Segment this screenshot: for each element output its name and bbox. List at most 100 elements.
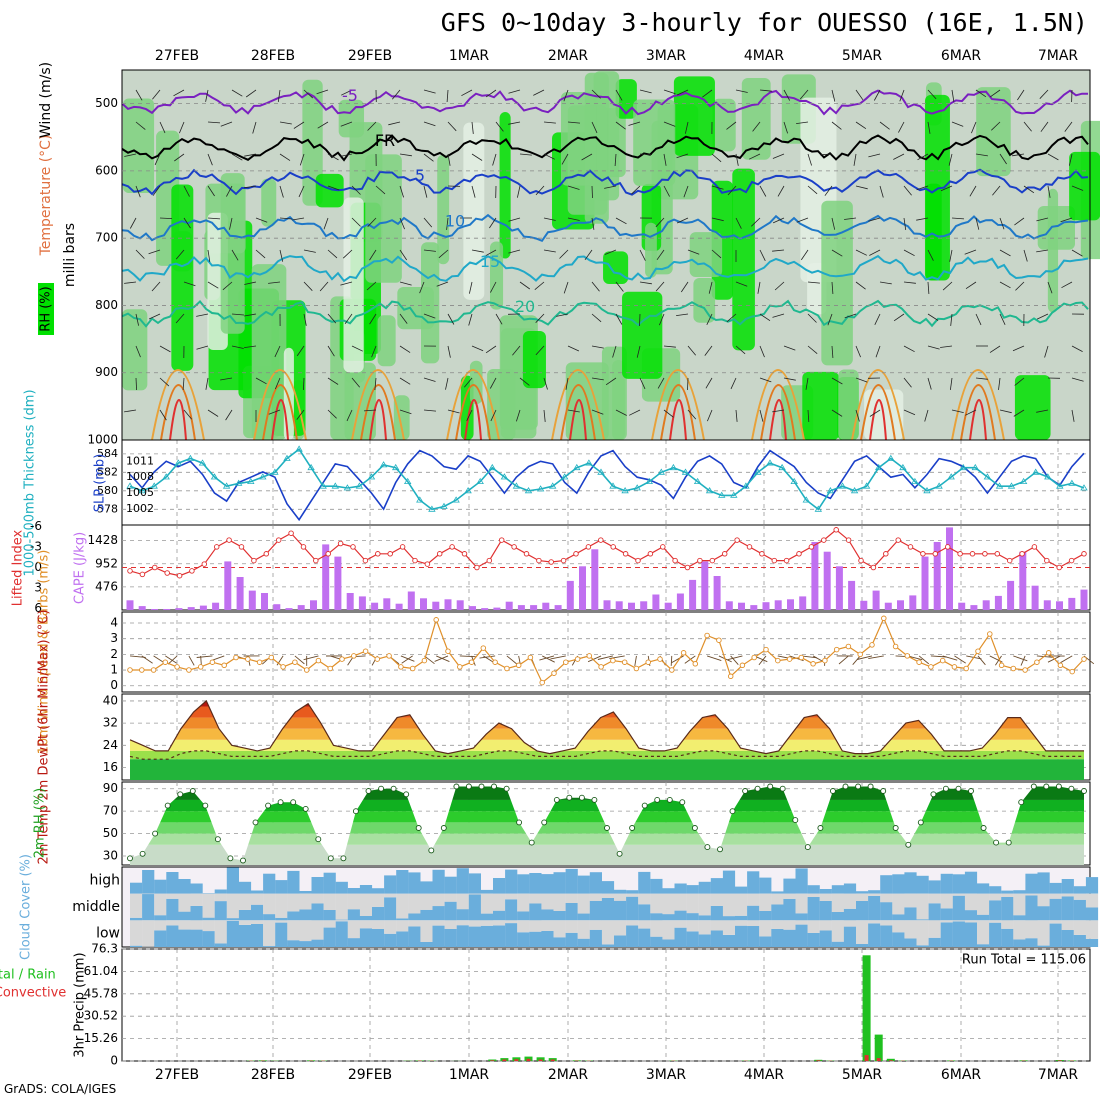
cape-bar xyxy=(371,602,379,610)
wind-speed-point xyxy=(186,667,192,673)
rh-region xyxy=(220,173,245,334)
wind-barb xyxy=(276,655,284,666)
wind-barb xyxy=(1071,185,1084,191)
lifted-index-point xyxy=(189,568,195,574)
rh-point xyxy=(403,791,410,798)
cloud-cover-block xyxy=(553,937,566,947)
wind-speed-point xyxy=(963,665,969,672)
cloud-cover-block xyxy=(202,917,215,921)
wind-barb xyxy=(1039,89,1049,99)
wind-barb xyxy=(1064,121,1073,132)
wind-barb xyxy=(655,281,665,292)
wind-speed-point xyxy=(904,653,911,659)
thickness-point xyxy=(790,477,798,484)
cape-bar xyxy=(640,601,648,610)
thickness-point xyxy=(331,482,340,489)
cloud-cover-block xyxy=(819,930,832,947)
wind-barb xyxy=(948,153,953,166)
cloud-cover-block xyxy=(686,931,699,947)
rh-point xyxy=(290,799,297,806)
wind-barb xyxy=(222,281,233,291)
cape-bar xyxy=(310,600,317,610)
cloud-cover-clear xyxy=(493,893,506,911)
thickness-point xyxy=(271,468,279,475)
wind-speed-point xyxy=(268,654,275,661)
cloud-cover-block xyxy=(541,874,554,894)
cape-bar xyxy=(823,551,831,610)
wind-barb xyxy=(303,655,319,661)
temp-contour-low xyxy=(569,399,587,441)
wind-barb xyxy=(244,281,257,285)
wind-barb xyxy=(927,313,939,321)
wind-barb xyxy=(1036,217,1049,222)
cape-bar xyxy=(236,577,244,610)
lifted-index-point xyxy=(263,551,270,557)
lifted-index-point xyxy=(449,544,455,550)
wind-barb xyxy=(605,377,617,386)
lifted-index-point xyxy=(1006,557,1013,564)
wind-barb xyxy=(1047,153,1059,161)
wind-barb xyxy=(226,185,233,197)
wind-barb xyxy=(991,121,1001,131)
cloud-cover-block xyxy=(795,924,808,947)
cloud-cover-block xyxy=(577,875,590,894)
cloud-cover-clear xyxy=(444,920,457,929)
temp-contour-low xyxy=(851,369,905,441)
cloud-cover-clear xyxy=(759,920,772,937)
cape-bar xyxy=(1043,600,1051,610)
cloud-cover-clear xyxy=(432,893,445,907)
wind-barb xyxy=(663,89,676,95)
cloud-cover-clear xyxy=(1085,893,1099,908)
cloud-cover-block xyxy=(529,931,542,947)
cloud-cover-clear xyxy=(747,893,760,906)
rh-region xyxy=(261,178,277,227)
wind-barb xyxy=(519,281,531,290)
cloud-cover-block xyxy=(347,909,360,921)
wind-barb xyxy=(399,153,412,157)
wind-barb xyxy=(154,153,161,166)
cloud-cover-clear xyxy=(251,893,264,905)
wind-speed-point xyxy=(739,662,746,669)
wind-barb xyxy=(772,153,785,159)
rh-point xyxy=(177,791,184,798)
cloud-cover-clear xyxy=(674,893,687,911)
wind-barb xyxy=(868,217,881,222)
thickness-point xyxy=(416,496,424,503)
cloud-cover-block xyxy=(468,873,481,894)
temp-contour-low xyxy=(446,369,500,441)
thickness-point xyxy=(138,487,146,494)
lifted-index-point xyxy=(821,537,827,543)
cloud-cover-block xyxy=(299,941,312,947)
rh-point xyxy=(930,791,937,798)
rh-point xyxy=(742,788,749,794)
temp-contour-low xyxy=(351,369,405,441)
cloud-cover-block xyxy=(359,928,373,947)
thickness-point xyxy=(174,459,183,466)
wind-barb xyxy=(591,121,598,134)
cloud-cover-block xyxy=(408,926,421,947)
cloud-cover-block xyxy=(166,925,179,947)
wind-barb xyxy=(367,217,377,227)
wind-barb xyxy=(807,313,817,323)
wind-speed-point xyxy=(398,664,404,670)
run-total-annotation: Run Total = 115.06 xyxy=(962,953,1086,968)
wind-barb xyxy=(436,281,449,287)
cloud-cover-block xyxy=(989,886,1002,894)
wind-barb xyxy=(680,281,689,293)
wind-barb xyxy=(344,313,353,325)
wind-barb xyxy=(628,121,641,126)
cloud-cover-clear xyxy=(843,893,857,909)
slp-tick-label: 1008 xyxy=(126,470,154,483)
wind-barb xyxy=(245,89,257,98)
wind-barb xyxy=(293,121,305,129)
cloud-cover-block xyxy=(214,901,227,921)
wind-barb xyxy=(279,249,284,262)
lifted-index-point xyxy=(858,557,864,564)
cloud-cover-block xyxy=(626,896,639,921)
cloud-cover-block xyxy=(480,889,494,894)
cape-bar xyxy=(163,609,171,610)
li-tick-label: 6 xyxy=(34,601,42,615)
cloud-cover-clear xyxy=(843,920,857,927)
rh-region xyxy=(693,278,716,323)
cloud-cover-clear xyxy=(1073,920,1086,935)
